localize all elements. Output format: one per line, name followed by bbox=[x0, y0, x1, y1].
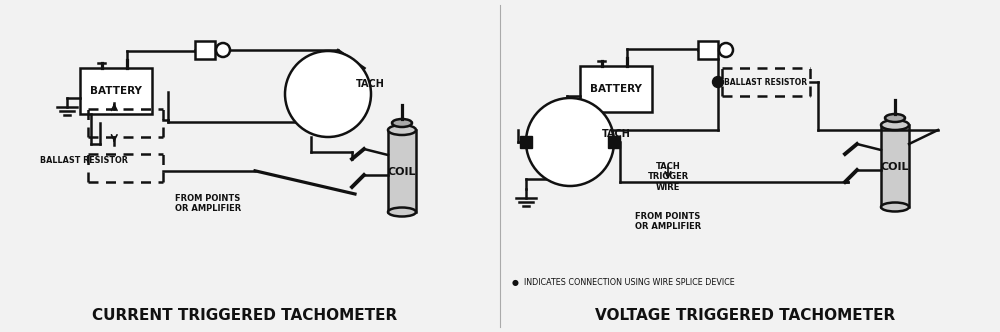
Bar bbox=[80, 68, 152, 114]
Bar bbox=[698, 41, 718, 59]
Text: TACH: TACH bbox=[602, 129, 631, 139]
Ellipse shape bbox=[881, 120, 909, 130]
Text: BATTERY: BATTERY bbox=[90, 86, 142, 96]
Circle shape bbox=[216, 43, 230, 57]
Ellipse shape bbox=[881, 203, 909, 211]
Ellipse shape bbox=[388, 125, 416, 135]
Text: VOLTAGE TRIGGERED TACHOMETER: VOLTAGE TRIGGERED TACHOMETER bbox=[595, 307, 895, 322]
Text: ●  INDICATES CONNECTION USING WIRE SPLICE DEVICE: ● INDICATES CONNECTION USING WIRE SPLICE… bbox=[512, 278, 735, 287]
Bar bbox=[608, 136, 620, 148]
Circle shape bbox=[712, 76, 724, 88]
Text: BALLAST RESISTOR: BALLAST RESISTOR bbox=[724, 77, 808, 87]
Text: TACH: TACH bbox=[356, 79, 385, 89]
Bar bbox=[580, 66, 652, 112]
Bar bbox=[388, 130, 416, 212]
Bar bbox=[881, 125, 909, 207]
Text: TACH
TRIGGER
WIRE: TACH TRIGGER WIRE bbox=[647, 162, 689, 192]
Text: BALLAST RESISTOR: BALLAST RESISTOR bbox=[40, 155, 128, 164]
Text: COIL: COIL bbox=[881, 162, 909, 172]
Circle shape bbox=[719, 43, 733, 57]
Text: FROM POINTS
OR AMPLIFIER: FROM POINTS OR AMPLIFIER bbox=[635, 212, 701, 231]
Circle shape bbox=[285, 51, 371, 137]
Text: COIL: COIL bbox=[388, 167, 416, 177]
Ellipse shape bbox=[388, 208, 416, 216]
Text: BATTERY: BATTERY bbox=[590, 84, 642, 94]
Text: FROM POINTS
OR AMPLIFIER: FROM POINTS OR AMPLIFIER bbox=[175, 194, 241, 213]
Ellipse shape bbox=[392, 119, 412, 127]
Bar bbox=[195, 41, 215, 59]
Circle shape bbox=[526, 98, 614, 186]
Ellipse shape bbox=[885, 114, 905, 122]
Bar bbox=[520, 136, 532, 148]
Text: CURRENT TRIGGERED TACHOMETER: CURRENT TRIGGERED TACHOMETER bbox=[92, 307, 398, 322]
